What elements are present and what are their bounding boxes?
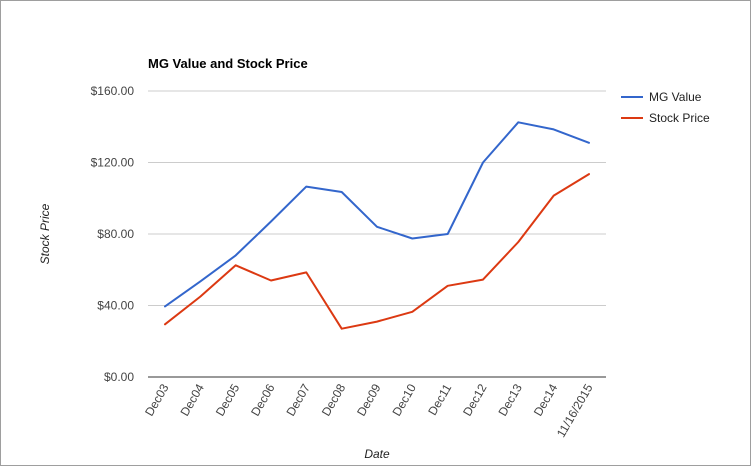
y-axis-ticks: $0.00 $40.00 $80.00 $120.00 $160.00: [91, 84, 135, 384]
x-axis-title: Date: [364, 447, 390, 461]
legend-label: MG Value: [649, 90, 702, 104]
x-tick-label: Dec05: [213, 381, 243, 418]
legend-label: Stock Price: [649, 111, 710, 125]
x-tick-label: Dec14: [531, 381, 561, 418]
x-tick-label: Dec13: [495, 381, 525, 418]
legend: MG Value Stock Price: [621, 90, 710, 125]
x-axis-ticks: Dec03 Dec04 Dec05 Dec06 Dec07 Dec08 Dec09 Dec10…: [142, 381, 596, 440]
y-tick-label: $120.00: [91, 156, 135, 170]
x-tick-label: Dec03: [142, 381, 172, 418]
y-tick-label: $80.00: [97, 227, 134, 241]
x-tick-label: Dec09: [354, 381, 384, 418]
x-tick-label: Dec10: [389, 381, 419, 418]
x-tick-label: Dec11: [425, 381, 454, 418]
y-tick-label: $0.00: [104, 370, 134, 384]
y-tick-label: $160.00: [91, 84, 135, 98]
x-tick-label: Dec06: [248, 381, 278, 418]
y-axis-title: Stock Price: [38, 203, 52, 264]
series-lines: [164, 121, 590, 330]
gridlines: [148, 90, 606, 378]
x-tick-label: Dec04: [177, 381, 207, 418]
chart-title: MG Value and Stock Price: [148, 56, 308, 71]
y-tick-label: $40.00: [97, 299, 134, 313]
series-line-stock-price: [164, 173, 590, 330]
series-line-mg-value: [164, 121, 590, 308]
x-tick-label: Dec08: [319, 381, 349, 418]
x-tick-label: Dec07: [283, 381, 313, 418]
x-tick-label: 11/16/2015: [554, 381, 596, 440]
x-tick-label: Dec12: [460, 381, 490, 418]
